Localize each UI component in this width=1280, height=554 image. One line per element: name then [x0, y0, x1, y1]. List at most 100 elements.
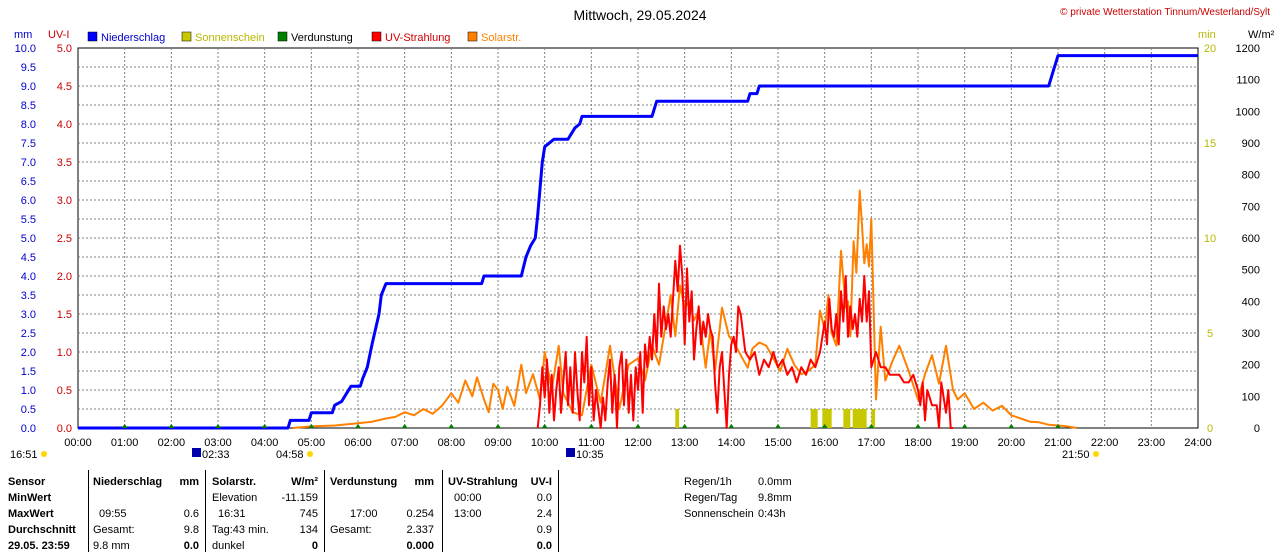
verd-gesamt-val: 2.337: [406, 524, 434, 536]
x-tick-label: 10:00: [531, 437, 559, 449]
sunshine-bar: [852, 409, 867, 428]
y-mm-tick-label: 0.5: [21, 404, 36, 416]
nied-now: 9.8 mm: [93, 540, 130, 552]
y-mm-tick-label: 10.0: [15, 43, 36, 55]
table-datetime-label: 29.05. 23:59: [8, 540, 70, 552]
x-tick-label: 03:00: [204, 437, 232, 449]
y-min-unit: min: [1198, 29, 1216, 41]
y-mm-tick-label: 8.5: [21, 100, 36, 112]
regentag-label: Regen/Tag: [684, 492, 738, 504]
y-solar-unit: W/m²: [1248, 29, 1275, 41]
moon-time: 02:33: [202, 449, 230, 460]
table-sensor-col: Sensor MinWert MaxWert Durchschnitt 29.0…: [8, 474, 76, 554]
solar-elev-label: Elevation: [212, 492, 258, 504]
nied-gesamt-label: Gesamt:: [93, 524, 135, 536]
moon-icon: [192, 448, 201, 457]
y-min-tick-label: 20: [1204, 43, 1216, 55]
verdunstung-point: [401, 424, 408, 428]
verdunstung-point: [215, 424, 221, 428]
verd-unit: mm: [414, 476, 434, 488]
table-minwert-label: MinWert: [8, 492, 52, 504]
verdunstung-point: [308, 424, 315, 428]
sunshine-bar: [810, 409, 818, 428]
verdunstung-point: [1055, 424, 1061, 428]
x-tick-label: 07:00: [391, 437, 419, 449]
chart-title: Mittwoch, 29.05.2024: [573, 7, 706, 23]
y-mm-tick-label: 2.0: [21, 347, 36, 359]
uv-max-val: 2.4: [536, 508, 552, 520]
x-tick-label: 06:00: [344, 437, 372, 449]
y-mm-tick-label: 0.0: [21, 423, 36, 435]
y-mm-tick-label: 5.0: [21, 233, 36, 245]
x-tick-label: 09:00: [484, 437, 512, 449]
verdunstung-point: [961, 424, 968, 428]
solar-dunkel-label: dunkel: [212, 540, 245, 552]
solar-max-val: 745: [299, 508, 318, 520]
sunshine-bar: [675, 409, 680, 428]
table-divider-1: [88, 470, 89, 552]
nied-gesamt-val: 9.8: [183, 524, 199, 536]
uv-min-time: 00:00: [454, 492, 482, 504]
y-mm-tick-label: 2.5: [21, 328, 36, 340]
uv-min-val: 0.0: [536, 492, 552, 504]
y-solar-tick-label: 200: [1242, 360, 1260, 372]
y-uv-unit: UV-I: [48, 29, 69, 41]
verdunstung-point: [588, 424, 595, 428]
x-tick-label: 21:00: [1044, 437, 1072, 449]
x-tick-label: 12:00: [624, 437, 652, 449]
table-solar-col: Solarstr. W/m² Elevation -11.159 16:31 745 …: [212, 474, 318, 554]
table-sensor-label: Sensor: [8, 476, 46, 488]
table-summary-col: Regen/1h 0.0mm Regen/Tag 9.8mm Sonnenschei…: [684, 474, 792, 522]
x-tick-label: 20:00: [998, 437, 1026, 449]
y-uv-tick-label: 3.5: [57, 157, 72, 169]
sunrise-time: 04:58: [276, 449, 304, 460]
table-uv-col: UV-Strahlung UV-I 00:00 0.0 13:00 2.4 0.9 0…: [448, 474, 552, 554]
x-tick-label: 02:00: [158, 437, 186, 449]
y-mm-tick-label: 6.5: [21, 176, 36, 188]
y-mm-tick-label: 3.0: [21, 309, 36, 321]
y-solar-tick-label: 100: [1242, 391, 1260, 403]
y-solar-tick-label: 1000: [1236, 106, 1260, 118]
table-verdunstung-col: Verdunstung mm 17:00 0.254 Gesamt: 2.337 0.…: [330, 474, 434, 554]
uv-line: [536, 244, 953, 429]
nied-now-val: 0.0: [183, 540, 199, 552]
x-tick-label: 08:00: [438, 437, 466, 449]
regen1h-label: Regen/1h: [684, 476, 732, 488]
y-uv-tick-label: 2.5: [57, 233, 72, 245]
sun-icon: [41, 451, 47, 457]
verdunstung-point: [1008, 424, 1015, 428]
y-uv-tick-label: 0.5: [57, 385, 72, 397]
x-tick-label: 22:00: [1091, 437, 1119, 449]
solar-tag-label: Tag:43 min.: [212, 524, 269, 536]
table-divider-4: [442, 470, 443, 552]
x-tick-label: 13:00: [671, 437, 699, 449]
table-divider-2: [205, 470, 206, 552]
y-uv-tick-label: 1.5: [57, 309, 72, 321]
moon2-time: 10:35: [576, 449, 604, 460]
uv-unit: UV-I: [530, 476, 552, 488]
y-uv-tick-label: 3.0: [57, 195, 72, 207]
y-uv-tick-label: 5.0: [57, 43, 72, 55]
nied-max-time: 09:55: [99, 508, 127, 520]
y-mm-tick-label: 8.0: [21, 119, 36, 131]
nied-head: Niederschlag: [93, 476, 163, 488]
sunshine-bar: [822, 409, 832, 428]
y-uv-tick-label: 4.5: [57, 81, 72, 93]
solar-unit: W/m²: [291, 476, 318, 488]
y-mm-tick-label: 1.0: [21, 385, 36, 397]
x-tick-label: 19:00: [951, 437, 979, 449]
y-mm-tick-label: 5.5: [21, 214, 36, 226]
x-tick-label: 18:00: [904, 437, 932, 449]
y-mm-tick-label: 4.0: [21, 271, 36, 283]
moon2-icon: [566, 448, 575, 457]
y-solar-tick-label: 1200: [1236, 43, 1260, 55]
legend-label: Sonnenschein: [195, 32, 265, 44]
solar-tag-val: 134: [299, 524, 318, 536]
x-tick-label: 17:00: [858, 437, 886, 449]
y-solar-tick-label: 900: [1242, 138, 1260, 150]
table-divider-3: [324, 470, 325, 552]
verdunstung-point: [868, 424, 875, 428]
verd-max-time: 17:00: [350, 508, 378, 520]
legend-swatch: [467, 31, 478, 42]
table-maxwert-label: MaxWert: [8, 508, 54, 520]
